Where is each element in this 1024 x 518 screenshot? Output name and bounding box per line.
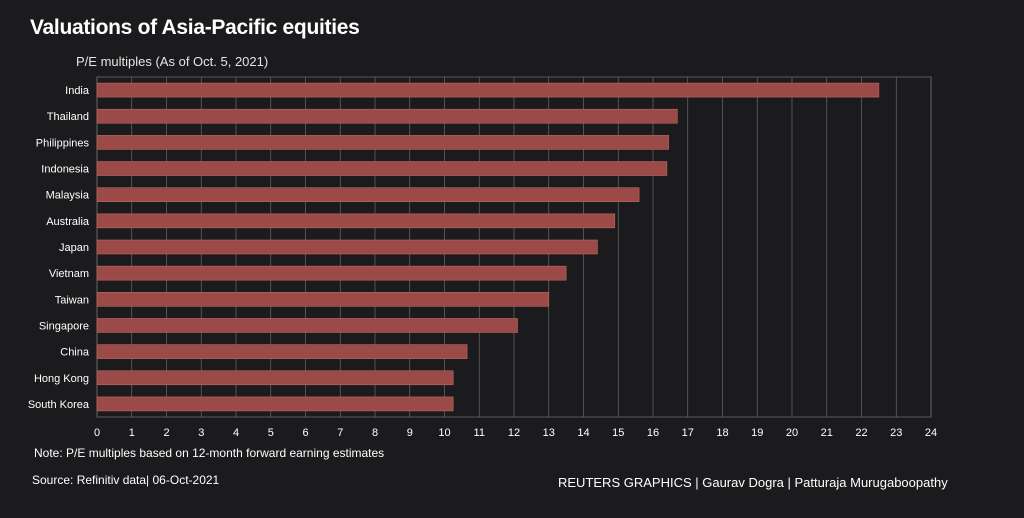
bar [96,187,640,202]
footnote: Note: P/E multiples based on 12-month fo… [34,446,385,460]
x-tick-label: 18 [716,427,728,439]
x-tick-label: 15 [612,427,624,439]
bar [96,265,567,281]
x-tick-label: 17 [682,427,694,439]
x-tick-label: 3 [198,427,204,439]
chart-title: Valuations of Asia-Pacific equities [30,16,360,39]
x-tick-label: 9 [407,427,413,439]
category-label: Australia [46,216,90,228]
x-tick-label: 10 [438,427,450,439]
category-label: Philippines [36,137,90,149]
x-tick-label: 19 [751,427,763,439]
bar [96,108,678,124]
bar [96,161,668,176]
category-label: Malaysia [46,190,90,202]
credit-line: REUTERS GRAPHICS | Gaurav Dogra | Pattur… [558,475,948,490]
x-tick-label: 22 [855,427,867,439]
x-tick-label: 5 [268,427,274,439]
x-tick-label: 8 [372,427,378,439]
x-tick-label: 14 [577,427,589,439]
x-tick-label: 21 [821,427,833,439]
category-label: India [65,85,90,97]
x-tick-label: 4 [233,427,239,439]
category-label: China [60,347,90,359]
bar [96,213,616,229]
chart-subtitle: P/E multiples (As of Oct. 5, 2021) [76,54,269,69]
x-tick-label: 6 [302,427,308,439]
x-tick-label: 20 [786,427,798,439]
bar [96,135,669,150]
category-label: Singapore [39,320,89,332]
category-label: Indonesia [41,164,90,176]
category-label: South Korea [28,399,90,411]
x-tick-label: 16 [647,427,659,439]
x-tick-label: 1 [129,427,135,439]
x-tick-label: 7 [337,427,343,439]
category-label: Vietnam [49,268,89,280]
bar [96,82,880,98]
x-tick-label: 13 [543,427,555,439]
x-tick-label: 24 [925,427,937,439]
x-tick-label: 11 [474,427,485,439]
bar [96,370,454,386]
bar [96,318,518,333]
x-tick-label: 12 [508,427,520,439]
bar [96,344,468,359]
source-line: Source: Refinitiv data| 06-Oct-2021 [32,473,220,487]
category-label: Hong Kong [34,373,89,385]
bar [96,239,598,255]
x-tick-label: 2 [163,427,169,439]
category-label: Thailand [47,111,89,123]
bar [96,292,550,307]
category-label: Taiwan [55,294,89,306]
x-tick-label: 23 [890,427,902,439]
category-label: Japan [59,242,89,254]
bar [96,396,454,412]
x-tick-label: 0 [94,427,100,439]
